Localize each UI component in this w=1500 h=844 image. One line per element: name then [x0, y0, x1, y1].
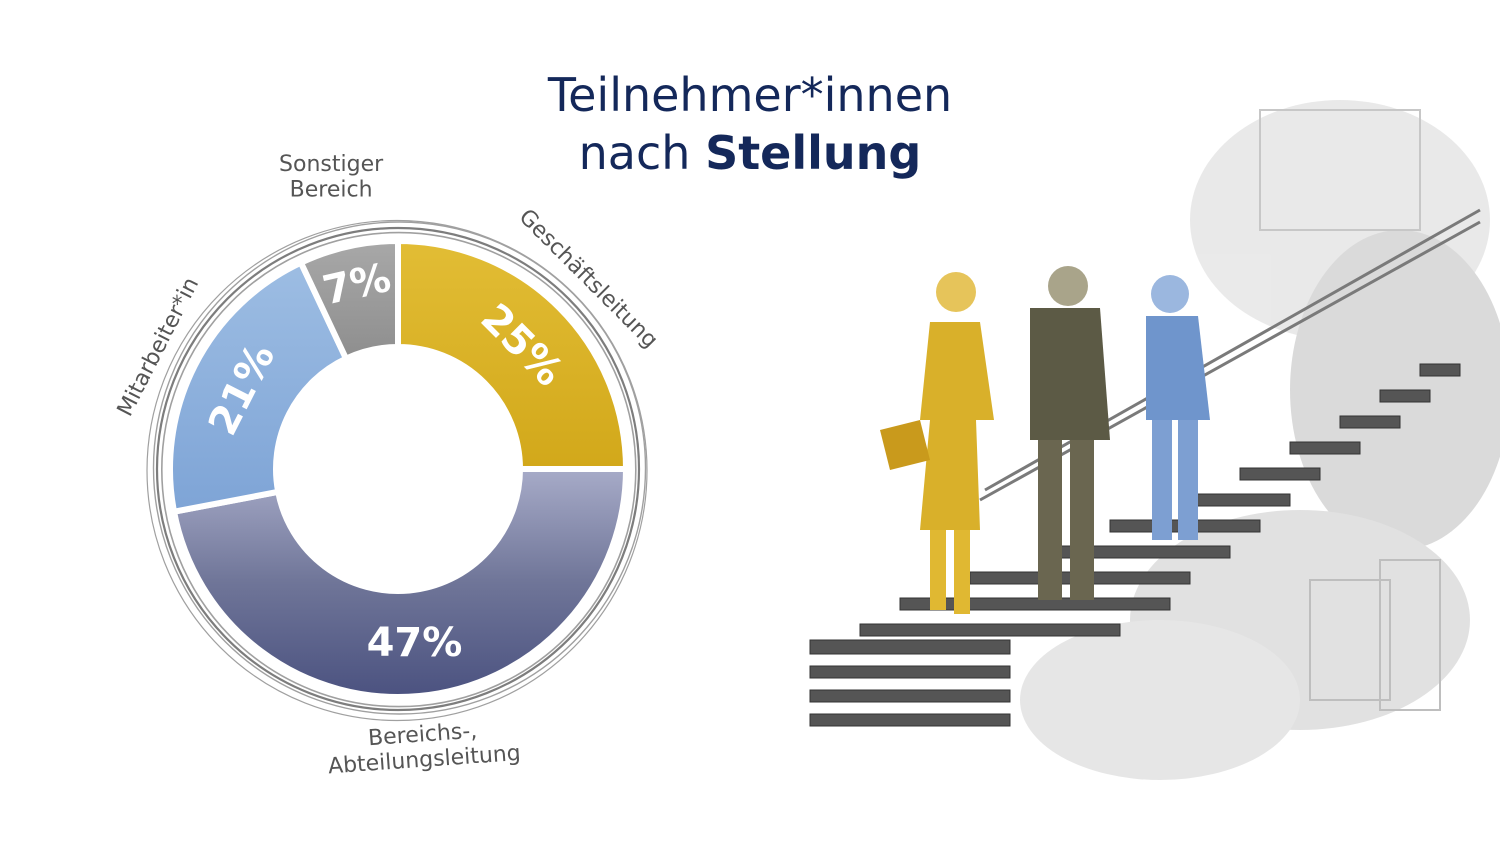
- background-wash: [1020, 100, 1500, 780]
- slice-bereichs-abteilungsleitung: [170, 466, 630, 700]
- business-people-on-stairs-illustration: [809, 100, 1500, 780]
- title-line2-bold: Stellung: [705, 126, 922, 180]
- donut-chart: 25%47%21%7% GeschäftsleitungBereichs-,Ab…: [113, 152, 663, 780]
- stair-railing: [979, 208, 1481, 502]
- value-label-bereichs-abteilungsleitung: 47%: [367, 620, 463, 666]
- slice-sonstiger-bereich: [296, 237, 401, 363]
- donut-slices: [167, 237, 630, 700]
- sketch-ring: [155, 226, 641, 712]
- title-line1: Teilnehmer*innen: [547, 68, 953, 122]
- category-label-sonstiger-bereich: Sonstiger Bereich: [279, 152, 384, 202]
- slice-geschäftsleitung: [395, 237, 630, 472]
- man-right-figure: [1146, 275, 1210, 540]
- chart-title: Teilnehmer*innen nach Stellung: [480, 66, 1020, 182]
- title-line2: nach Stellung: [480, 124, 1020, 182]
- slice-mitarbeiter-in: [167, 258, 351, 516]
- sketch-rings: [146, 219, 648, 722]
- sketch-ring: [152, 221, 647, 715]
- man-center-figure: [1030, 266, 1110, 600]
- sketch-ring: [146, 219, 648, 722]
- woman-figure: [880, 272, 994, 614]
- title-line2-prefix: nach: [578, 126, 706, 180]
- sketch-ring: [160, 231, 637, 708]
- category-label-bereichs-abteilungsleitung: Bereichs-,Abteilungsleitung: [326, 716, 522, 780]
